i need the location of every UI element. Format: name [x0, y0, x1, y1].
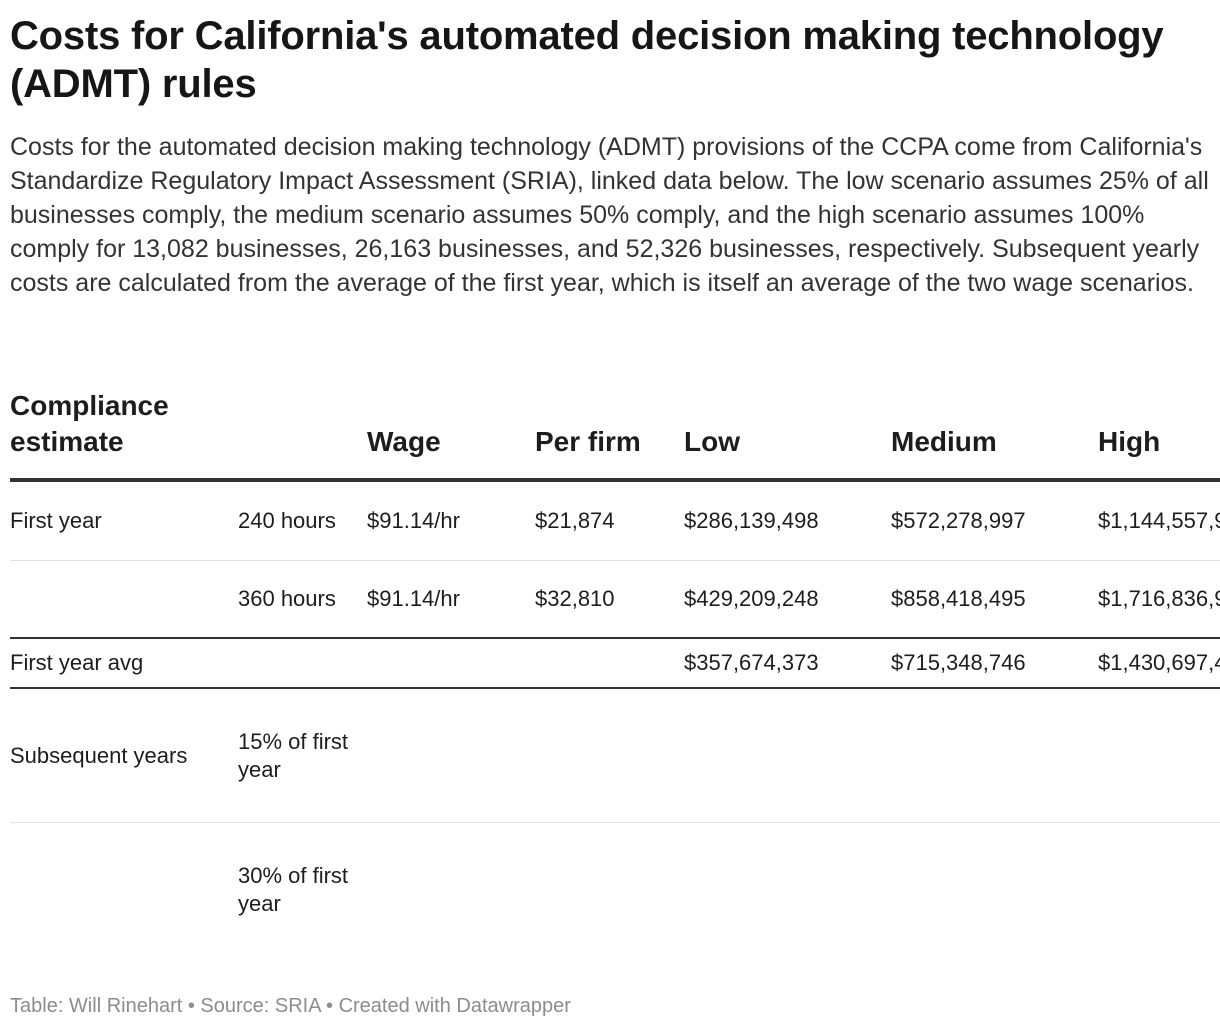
table-cell: $286,139,498	[684, 508, 819, 533]
table-row: 360 hours $91.14/hr $32,810 $429,209,248…	[10, 561, 1220, 639]
table-cell	[1098, 688, 1220, 823]
chart-header: Costs for California's automated decisio…	[10, 12, 1220, 300]
table-row: First year avg $357,674,373 $715,348,746…	[10, 638, 1220, 688]
description: Costs for the automated decision making …	[10, 133, 1209, 297]
table-cell	[367, 823, 535, 958]
table-cell: $21,874	[535, 508, 615, 533]
table-cell: $858,418,495	[891, 586, 1026, 611]
table-cell: $357,674,373	[684, 650, 819, 675]
table-cell	[367, 688, 535, 823]
data-table: Compliance estimate Wage Per firm Low Me…	[10, 388, 1220, 957]
table-cell: 30% of first year	[238, 863, 349, 916]
table-header-row: Compliance estimate Wage Per firm Low Me…	[10, 388, 1220, 480]
table-cell	[535, 823, 684, 958]
page-title: Costs for California's automated decisio…	[10, 14, 1164, 106]
column-header[interactable]: High	[1098, 426, 1161, 457]
column-header[interactable]: Wage	[367, 426, 441, 457]
table-cell	[891, 688, 1098, 823]
table-cell: First year	[10, 508, 102, 533]
table-cell: $91.14/hr	[367, 508, 460, 533]
column-header[interactable]: Low	[684, 426, 740, 457]
table-cell: $1,430,697,492	[1098, 650, 1220, 675]
column-header[interactable]	[238, 388, 367, 480]
table-cell	[684, 823, 891, 958]
table-cell: 360 hours	[238, 586, 336, 611]
table-cell	[10, 561, 238, 639]
table-cell: First year avg	[10, 650, 144, 675]
table-row: 30% of first year	[10, 823, 1220, 958]
table-cell	[1098, 823, 1220, 958]
table-cell	[238, 638, 367, 688]
table-cell: $1,144,557,994	[1098, 508, 1220, 533]
table-cell	[684, 688, 891, 823]
table-cell: $1,716,836,990	[1098, 586, 1220, 611]
table-cell: 240 hours	[238, 508, 336, 533]
table-cell: Subsequent years	[10, 742, 188, 768]
table-cell	[891, 823, 1098, 958]
footer-credits: Table: Will Rinehart • Source: SRIA • Cr…	[10, 995, 571, 1017]
table-cell	[367, 638, 535, 688]
table-cell: $91.14/hr	[367, 586, 460, 611]
table-cell	[535, 688, 684, 823]
column-header[interactable]: Compliance estimate	[10, 390, 169, 457]
table-cell: $32,810	[535, 586, 615, 611]
table-row: Subsequent years 15% of first year	[10, 688, 1220, 823]
column-header[interactable]: Per firm	[535, 426, 641, 457]
table-container: Compliance estimate Wage Per firm Low Me…	[10, 388, 1220, 957]
table-cell: $715,348,746	[891, 650, 1026, 675]
table-cell	[10, 823, 238, 958]
table-cell: $572,278,997	[891, 508, 1026, 533]
table-cell: $429,209,248	[684, 586, 819, 611]
table-cell: 15% of first year	[238, 728, 349, 782]
column-header[interactable]: Medium	[891, 426, 997, 457]
table-cell	[535, 638, 684, 688]
table-row: First year 240 hours $91.14/hr $21,874 $…	[10, 480, 1220, 561]
